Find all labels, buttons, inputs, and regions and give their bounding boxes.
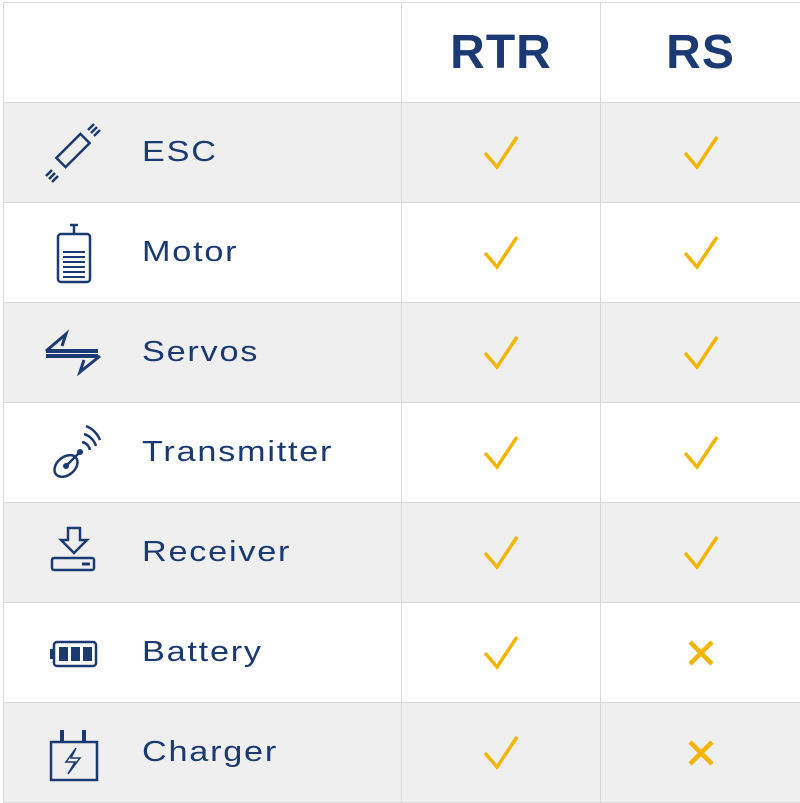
header-rs: RS bbox=[601, 3, 800, 103]
receiver-download-icon bbox=[42, 522, 104, 584]
table-row: Transmitter bbox=[4, 403, 800, 503]
rtr-cell bbox=[402, 503, 601, 603]
feature-cell: Receiver bbox=[4, 503, 402, 603]
satellite-dish-icon bbox=[42, 422, 104, 484]
header-row: RTR RS bbox=[4, 3, 800, 103]
charger-icon bbox=[42, 722, 104, 784]
table-row: ESC bbox=[4, 103, 800, 203]
feature-cell: Motor bbox=[4, 203, 402, 303]
feature-label: Charger bbox=[142, 736, 278, 769]
check-icon bbox=[681, 144, 721, 161]
check-icon bbox=[481, 544, 521, 561]
battery-icon bbox=[42, 622, 104, 684]
feature-cell: ESC bbox=[4, 103, 402, 203]
rs-cell bbox=[601, 703, 800, 803]
feature-label: Receiver bbox=[142, 536, 291, 569]
rtr-cell bbox=[402, 103, 601, 203]
cross-icon bbox=[686, 744, 716, 761]
feature-cell: Transmitter bbox=[4, 403, 402, 503]
check-icon bbox=[481, 144, 521, 161]
header-rtr: RTR bbox=[402, 3, 601, 103]
table-row: Receiver bbox=[4, 503, 800, 603]
comparison-table: RTR RS ESC Motor Servos Transmitter Rece… bbox=[3, 2, 800, 803]
check-icon bbox=[681, 444, 721, 461]
rs-cell bbox=[601, 203, 800, 303]
check-icon bbox=[481, 344, 521, 361]
rtr-cell bbox=[402, 303, 601, 403]
check-icon bbox=[681, 244, 721, 261]
rs-cell bbox=[601, 603, 800, 703]
motor-icon bbox=[42, 222, 104, 284]
rs-cell bbox=[601, 403, 800, 503]
rs-cell bbox=[601, 303, 800, 403]
servos-arrows-icon bbox=[42, 322, 104, 384]
header-empty bbox=[4, 3, 402, 103]
rs-cell bbox=[601, 503, 800, 603]
feature-label: Transmitter bbox=[142, 436, 333, 469]
check-icon bbox=[681, 344, 721, 361]
cross-icon bbox=[686, 644, 716, 661]
table-row: Motor bbox=[4, 203, 800, 303]
feature-label: Servos bbox=[142, 336, 259, 369]
rtr-cell bbox=[402, 703, 601, 803]
feature-cell: Charger bbox=[4, 703, 402, 803]
rtr-cell bbox=[402, 203, 601, 303]
feature-label: Motor bbox=[142, 236, 238, 269]
table-row: Charger bbox=[4, 703, 800, 803]
check-icon bbox=[481, 644, 521, 661]
table-row: Servos bbox=[4, 303, 800, 403]
feature-cell: Battery bbox=[4, 603, 402, 703]
check-icon bbox=[681, 544, 721, 561]
check-icon bbox=[481, 744, 521, 761]
rtr-cell bbox=[402, 603, 601, 703]
table-row: Battery bbox=[4, 603, 800, 703]
rs-cell bbox=[601, 103, 800, 203]
feature-cell: Servos bbox=[4, 303, 402, 403]
esc-icon bbox=[42, 122, 104, 184]
feature-label: ESC bbox=[142, 136, 218, 169]
rtr-cell bbox=[402, 403, 601, 503]
check-icon bbox=[481, 444, 521, 461]
feature-label: Battery bbox=[142, 636, 263, 669]
check-icon bbox=[481, 244, 521, 261]
